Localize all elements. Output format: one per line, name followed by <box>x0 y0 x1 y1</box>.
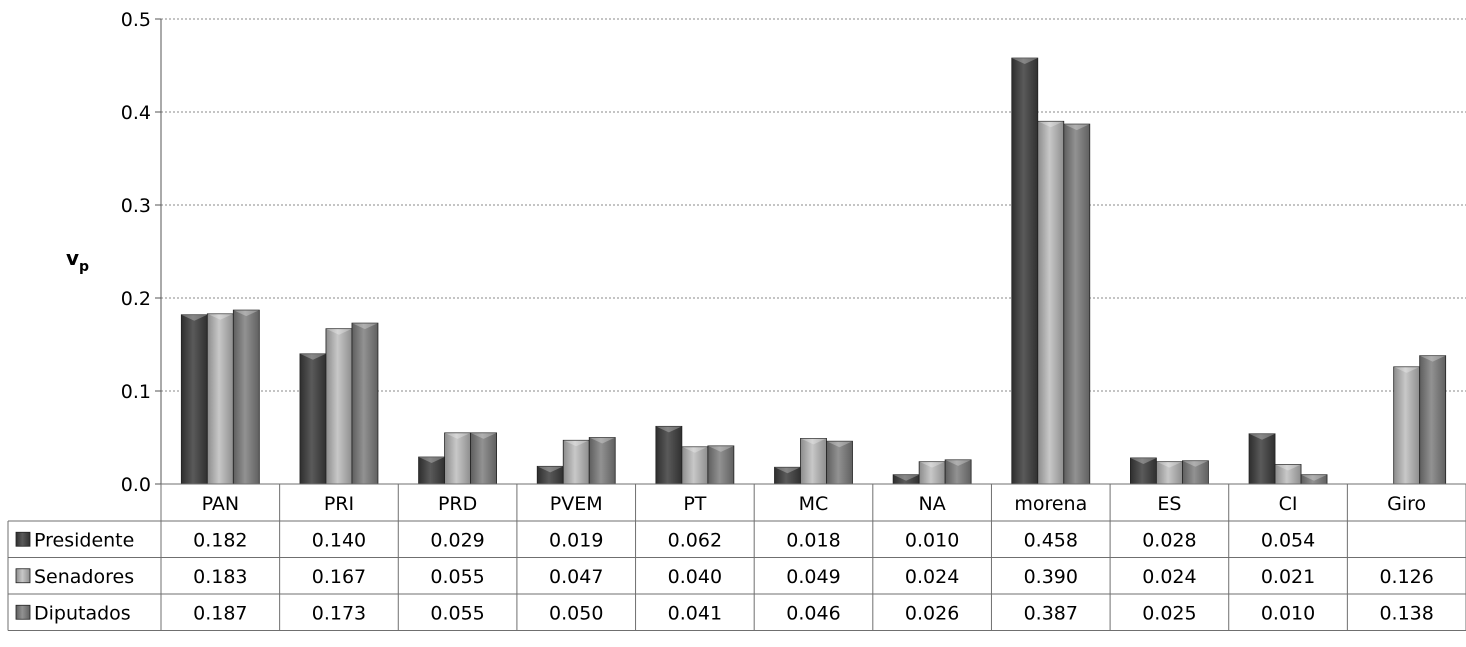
table-cell-value: 0.025 <box>1142 602 1196 624</box>
bar-senadores-pt <box>681 446 709 485</box>
table-cell-value: 0.055 <box>430 566 484 588</box>
table-cell-value: 0.173 <box>312 602 366 624</box>
y-tick-label: 0.1 <box>121 381 151 403</box>
x-category-label: PAN <box>202 493 239 515</box>
bar-senadores-ci <box>1274 464 1302 485</box>
bar-presidente-es <box>1130 457 1157 485</box>
bar-senadores-pan <box>206 313 234 485</box>
table-cell-value: 0.062 <box>668 529 722 551</box>
legend-swatch-presidente <box>15 531 31 547</box>
x-category-label: PRI <box>324 493 354 515</box>
bar-presidente-prd <box>418 456 445 485</box>
table-cell-value: 0.140 <box>312 529 366 551</box>
x-category-label: Giro <box>1387 493 1426 515</box>
x-category-label: NA <box>919 493 946 515</box>
table-cell-value: 0.138 <box>1379 602 1433 624</box>
x-category-label: morena <box>1014 493 1087 515</box>
bar-diputados-pan <box>232 309 260 485</box>
table-cell-value: 0.024 <box>1142 566 1196 588</box>
bar-senadores-pvem <box>562 439 590 485</box>
table-cell-value: 0.026 <box>905 602 959 624</box>
x-category-label: ES <box>1157 493 1181 515</box>
y-axis-ticks: 0.0 0.1 0.2 0.3 0.4 0.5 <box>121 9 161 496</box>
table-cell-value: 0.458 <box>1024 529 1078 551</box>
data-table: PAN PRI PRD PVEM PT MC NA morena ES CI Giro Preside… <box>7 483 1466 631</box>
table-row-label: Senadores <box>34 566 134 588</box>
bar-presidente-pan <box>180 314 208 485</box>
table-cell-value: 0.010 <box>905 529 959 551</box>
bar-presidente-mc <box>774 466 801 485</box>
table-cell-value: 0.028 <box>1142 529 1196 551</box>
legend-swatch-senadores <box>15 568 31 584</box>
table-cell-value: 0.041 <box>668 602 722 624</box>
table-cell-value: 0.387 <box>1024 602 1078 624</box>
bar-diputados-pvem <box>588 437 616 485</box>
table-cell-value: 0.046 <box>786 602 840 624</box>
y-tick-label: 0.0 <box>121 474 151 496</box>
table-cell-value: 0.047 <box>549 566 603 588</box>
gridlines <box>161 18 1466 392</box>
table-row-label: Presidente <box>34 529 134 551</box>
y-axis-label: vp <box>66 246 89 275</box>
table-cell-value: 0.054 <box>1261 529 1315 551</box>
x-category-label: CI <box>1279 493 1298 515</box>
x-category-label: PRD <box>438 493 477 515</box>
x-category-label: MC <box>799 493 829 515</box>
table-cell-value: 0.182 <box>193 529 247 551</box>
bar-diputados-na <box>944 459 972 485</box>
table-cell-value: 0.050 <box>549 602 603 624</box>
table-cell-value: 0.183 <box>193 566 247 588</box>
bar-senadores-prd <box>444 432 471 485</box>
table-cell-value: 0.040 <box>668 566 722 588</box>
legend-swatch-diputados <box>15 604 31 620</box>
bar-presidente-morena <box>1011 57 1039 485</box>
bar-diputados-mc <box>826 440 853 485</box>
table-cell-value: 0.055 <box>430 602 484 624</box>
y-axis-label-subscript: p <box>79 259 89 275</box>
bar-diputados-prd <box>470 432 497 485</box>
y-tick-label: 0.4 <box>121 102 151 124</box>
bar-senadores-es <box>1156 461 1183 485</box>
table-row-label: Diputados <box>34 602 131 624</box>
bar-presidente-ci <box>1248 433 1276 485</box>
bar-senadores-morena <box>1037 120 1065 485</box>
table-cell-value: 0.187 <box>193 602 247 624</box>
bar-diputados-giro <box>1419 355 1447 485</box>
bar-senadores-mc <box>800 438 827 485</box>
bar-diputados-pri <box>351 322 379 485</box>
table-cell-value: 0.018 <box>786 529 840 551</box>
bar-diputados-es <box>1182 460 1209 485</box>
table-cell-value: 0.010 <box>1261 602 1315 624</box>
bar-presidente-pt <box>655 425 683 485</box>
table-cell-value: 0.019 <box>549 529 603 551</box>
table-cell-value: 0.126 <box>1379 566 1433 588</box>
table-cell-value: 0.390 <box>1024 566 1078 588</box>
y-tick-label: 0.2 <box>121 288 151 310</box>
bar-diputados-ci <box>1300 474 1328 485</box>
bar-diputados-morena <box>1063 123 1091 485</box>
bar-senadores-na <box>918 461 946 485</box>
bar-presidente-pvem <box>536 465 564 485</box>
x-category-label: PT <box>683 493 706 515</box>
table-cell-value: 0.167 <box>312 566 366 588</box>
bar-presidente-pri <box>299 353 327 485</box>
bar-presidente-na <box>892 474 920 485</box>
table-cell-value: 0.021 <box>1261 566 1315 588</box>
bar-senadores-giro <box>1393 366 1421 485</box>
bar-senadores-pri <box>325 328 353 485</box>
table-cell-value: 0.029 <box>430 529 484 551</box>
table-cell-value: 0.049 <box>786 566 840 588</box>
bars <box>180 57 1447 485</box>
table-cell-value: 0.024 <box>905 566 959 588</box>
x-category-label: PVEM <box>550 493 603 515</box>
bar-diputados-pt <box>707 445 735 485</box>
y-tick-label: 0.3 <box>121 195 151 217</box>
y-tick-label: 0.5 <box>121 9 151 31</box>
